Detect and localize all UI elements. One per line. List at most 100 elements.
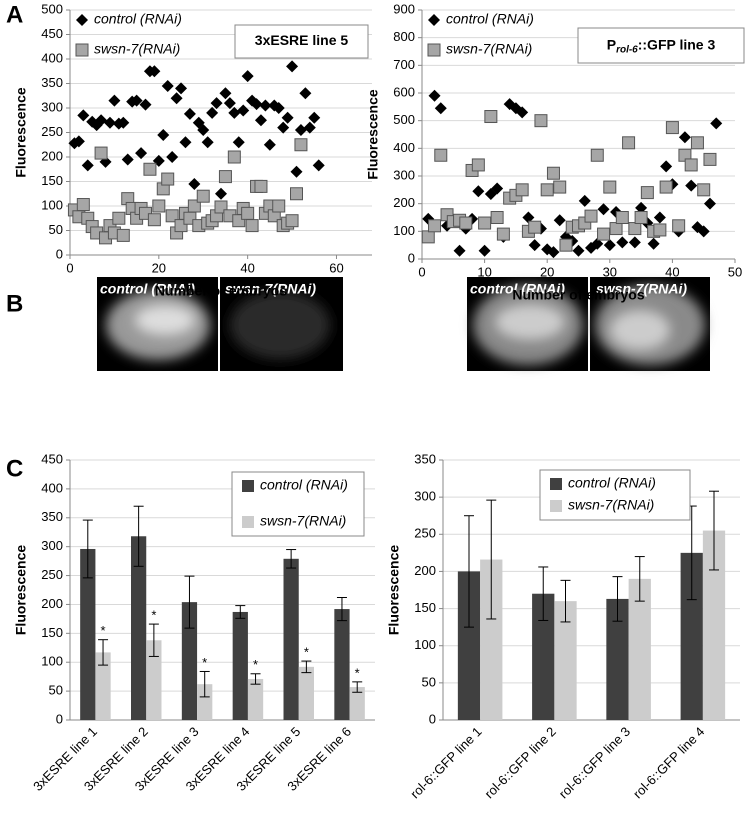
point <box>434 102 447 115</box>
point <box>472 185 485 198</box>
point <box>188 177 201 190</box>
point <box>170 92 183 105</box>
bar <box>532 593 555 720</box>
point <box>286 60 299 73</box>
point <box>94 146 108 160</box>
y-tick-label: 800 <box>393 29 415 44</box>
y-tick-label: 350 <box>41 509 63 524</box>
point <box>590 148 604 162</box>
point <box>148 65 161 78</box>
legend-marker <box>76 14 88 26</box>
point <box>697 183 711 197</box>
y-tick-label: 300 <box>41 538 63 553</box>
point <box>471 158 485 172</box>
point <box>635 201 648 214</box>
point <box>130 94 143 107</box>
y-tick-label: 400 <box>41 50 63 65</box>
y-tick-label: 250 <box>41 567 63 582</box>
legend-label: swsn-7(RNAi) <box>446 41 532 57</box>
y-tick-label: 0 <box>56 711 63 726</box>
point <box>559 238 573 252</box>
y-tick-label: 400 <box>41 480 63 495</box>
y-axis-title: Fluorescence <box>386 545 402 635</box>
bar <box>247 678 264 720</box>
legend-swatch <box>242 480 254 492</box>
y-tick-label: 200 <box>393 195 415 210</box>
x-tick-label: rol-6::GFP line 2 <box>482 724 559 801</box>
annotation: Prol-6::GFP line 3 <box>607 36 716 55</box>
panel-letter: A <box>6 1 23 28</box>
point <box>684 158 698 172</box>
point <box>578 194 591 207</box>
point <box>250 98 263 111</box>
point <box>308 111 321 124</box>
point <box>232 136 245 149</box>
point <box>143 162 157 176</box>
point <box>660 160 673 173</box>
annotation-part: P <box>607 36 616 52</box>
y-tick-label: 700 <box>393 57 415 72</box>
point <box>103 116 116 129</box>
image-label: control (RNAi) <box>100 281 195 297</box>
y-tick-label: 350 <box>41 75 63 90</box>
legend-label: swsn-7(RNAi) <box>568 497 654 513</box>
significance: * <box>355 665 360 680</box>
point <box>219 87 232 100</box>
y-tick-label: 100 <box>393 223 415 238</box>
x-tick-label: 20 <box>540 264 554 279</box>
y-axis-title: Fluorescence <box>365 89 381 179</box>
point <box>516 106 529 119</box>
point <box>152 199 166 213</box>
point <box>281 111 294 124</box>
y-tick-label: 200 <box>414 563 436 578</box>
point <box>453 244 466 257</box>
point <box>139 98 152 111</box>
point <box>490 211 504 224</box>
y-tick-label: 150 <box>414 600 436 615</box>
image-label: swsn-7(RNAi) <box>596 281 687 297</box>
y-tick-label: 500 <box>41 1 63 16</box>
point <box>584 209 598 223</box>
x-tick-label: rol-6::GFP line 4 <box>630 724 707 801</box>
point <box>703 197 716 210</box>
point <box>597 227 611 241</box>
point <box>245 219 259 233</box>
point <box>215 187 227 200</box>
point <box>609 222 623 236</box>
legend-label: swsn-7(RNAi) <box>94 41 180 57</box>
y-tick-label: 0 <box>408 250 415 265</box>
y-axis-title: Fluorescence <box>13 87 29 177</box>
point <box>659 180 673 194</box>
point <box>628 222 642 236</box>
point <box>179 136 192 149</box>
point <box>690 136 704 150</box>
point <box>515 183 529 197</box>
point <box>685 179 698 192</box>
y-tick-label: 300 <box>393 167 415 182</box>
point <box>285 214 299 228</box>
point <box>227 150 241 164</box>
bar <box>554 601 577 720</box>
point <box>135 147 148 160</box>
point <box>653 211 666 224</box>
point <box>591 237 604 250</box>
bar <box>702 530 726 720</box>
bar <box>80 548 96 720</box>
point <box>72 135 85 148</box>
y-tick-label: 200 <box>41 148 63 163</box>
x-tick-label: 0 <box>66 260 73 275</box>
point <box>710 117 723 130</box>
point <box>290 187 303 201</box>
y-tick-label: 300 <box>414 489 436 504</box>
point <box>540 183 554 197</box>
x-axis-title: Number of embryos <box>155 283 287 299</box>
y-tick-label: 100 <box>41 197 63 212</box>
point <box>528 239 541 252</box>
point <box>223 97 236 110</box>
bar <box>283 558 299 720</box>
point <box>196 189 210 203</box>
y-tick-label: 300 <box>41 99 63 114</box>
point <box>428 219 442 233</box>
x-tick-label: 30 <box>603 264 617 279</box>
point <box>166 151 179 163</box>
